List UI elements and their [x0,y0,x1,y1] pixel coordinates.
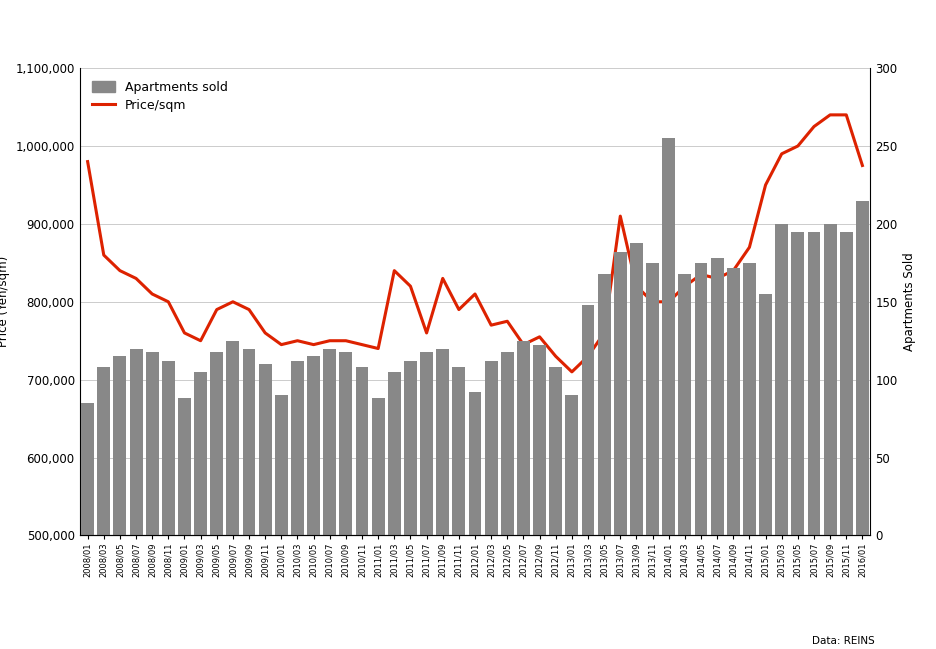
Bar [113,356,126,535]
Legend: Apartments sold, Price/sqm: Apartments sold, Price/sqm [86,75,234,118]
Bar [856,201,869,535]
Bar [372,398,385,535]
Bar [178,398,191,535]
Bar [727,267,739,535]
Bar [275,395,287,535]
Bar [436,349,449,535]
Bar [420,352,433,535]
Bar [211,352,223,535]
Bar [469,392,481,535]
Bar [388,372,401,535]
Bar [340,352,352,535]
Bar [323,349,336,535]
Bar [710,258,724,535]
Bar [630,243,643,535]
Bar [146,352,159,535]
Bar [808,232,821,535]
Text: Average price per square meter of a second-hand apartment sold in Tokyo's centra: Average price per square meter of a seco… [0,20,936,35]
Bar [824,224,837,535]
Bar [129,349,142,535]
Bar [404,361,417,535]
Bar [840,232,853,535]
Bar [646,263,659,535]
Bar [162,361,175,535]
Bar [695,263,708,535]
Bar [485,361,498,535]
Bar [614,252,627,535]
Bar [679,274,692,535]
Bar [663,138,675,535]
Bar [194,372,207,535]
Bar [356,367,369,535]
Bar [501,352,514,535]
Bar [565,395,578,535]
Bar [242,349,256,535]
Bar [743,263,756,535]
Bar [291,361,304,535]
Text: Data: REINS: Data: REINS [812,636,875,646]
Bar [791,232,804,535]
Bar [97,367,110,535]
Bar [452,367,465,535]
Bar [517,341,530,535]
Bar [581,305,594,535]
Bar [227,341,240,535]
Bar [775,224,788,535]
Bar [81,403,95,535]
Bar [598,274,610,535]
Y-axis label: Price (Yen/sqm): Price (Yen/sqm) [0,256,9,347]
Bar [549,367,563,535]
Y-axis label: Apartments Sold: Apartments Sold [903,252,916,351]
Bar [307,356,320,535]
Bar [534,345,546,535]
Bar [759,294,772,535]
Bar [258,364,271,535]
